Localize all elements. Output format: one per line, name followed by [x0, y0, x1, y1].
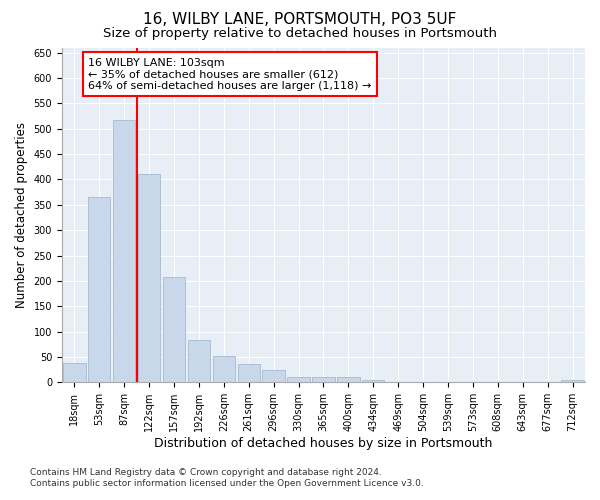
- Text: Contains HM Land Registry data © Crown copyright and database right 2024.
Contai: Contains HM Land Registry data © Crown c…: [30, 468, 424, 487]
- Bar: [362, 380, 385, 382]
- Bar: [312, 378, 335, 382]
- Bar: [287, 378, 310, 382]
- Bar: [163, 278, 185, 382]
- Bar: [138, 174, 160, 382]
- Bar: [562, 380, 584, 382]
- Text: 16 WILBY LANE: 103sqm
← 35% of detached houses are smaller (612)
64% of semi-det: 16 WILBY LANE: 103sqm ← 35% of detached …: [88, 58, 371, 90]
- Y-axis label: Number of detached properties: Number of detached properties: [15, 122, 28, 308]
- Text: 16, WILBY LANE, PORTSMOUTH, PO3 5UF: 16, WILBY LANE, PORTSMOUTH, PO3 5UF: [143, 12, 457, 28]
- Bar: [188, 340, 210, 382]
- Bar: [63, 363, 86, 382]
- Bar: [113, 120, 136, 382]
- Bar: [212, 356, 235, 382]
- Bar: [88, 197, 110, 382]
- Bar: [238, 364, 260, 382]
- Text: Size of property relative to detached houses in Portsmouth: Size of property relative to detached ho…: [103, 28, 497, 40]
- Bar: [337, 378, 359, 382]
- X-axis label: Distribution of detached houses by size in Portsmouth: Distribution of detached houses by size …: [154, 437, 493, 450]
- Bar: [262, 370, 285, 382]
